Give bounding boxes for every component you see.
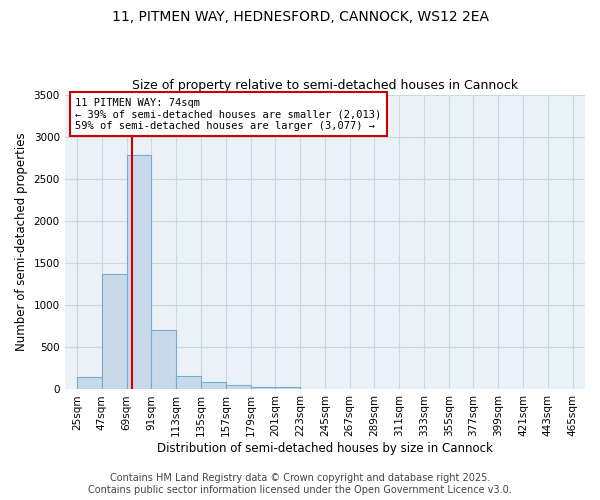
Bar (127, 155, 151, 390)
X-axis label: Distribution of semi-detached houses by size in Cannock: Distribution of semi-detached houses by … (157, 442, 493, 455)
Bar (102, 274, 127, 390)
Text: 11, PITMEN WAY, HEDNESFORD, CANNOCK, WS12 2EA: 11, PITMEN WAY, HEDNESFORD, CANNOCK, WS1… (112, 10, 488, 24)
Text: Contains HM Land Registry data © Crown copyright and database right 2025.
Contai: Contains HM Land Registry data © Crown c… (88, 474, 512, 495)
Title: Size of property relative to semi-detached houses in Cannock: Size of property relative to semi-detach… (132, 79, 518, 92)
Bar (201, 382, 226, 390)
Text: 11 PITMEN WAY: 74sqm
← 39% of semi-detached houses are smaller (2,013)
59% of se: 11 PITMEN WAY: 74sqm ← 39% of semi-detac… (75, 98, 382, 130)
Bar (275, 387, 300, 390)
Bar (251, 386, 275, 390)
Bar (151, 330, 176, 390)
Bar (226, 385, 251, 390)
Y-axis label: Number of semi-detached properties: Number of semi-detached properties (15, 132, 28, 352)
Bar (176, 376, 201, 390)
Bar (77, 377, 102, 390)
